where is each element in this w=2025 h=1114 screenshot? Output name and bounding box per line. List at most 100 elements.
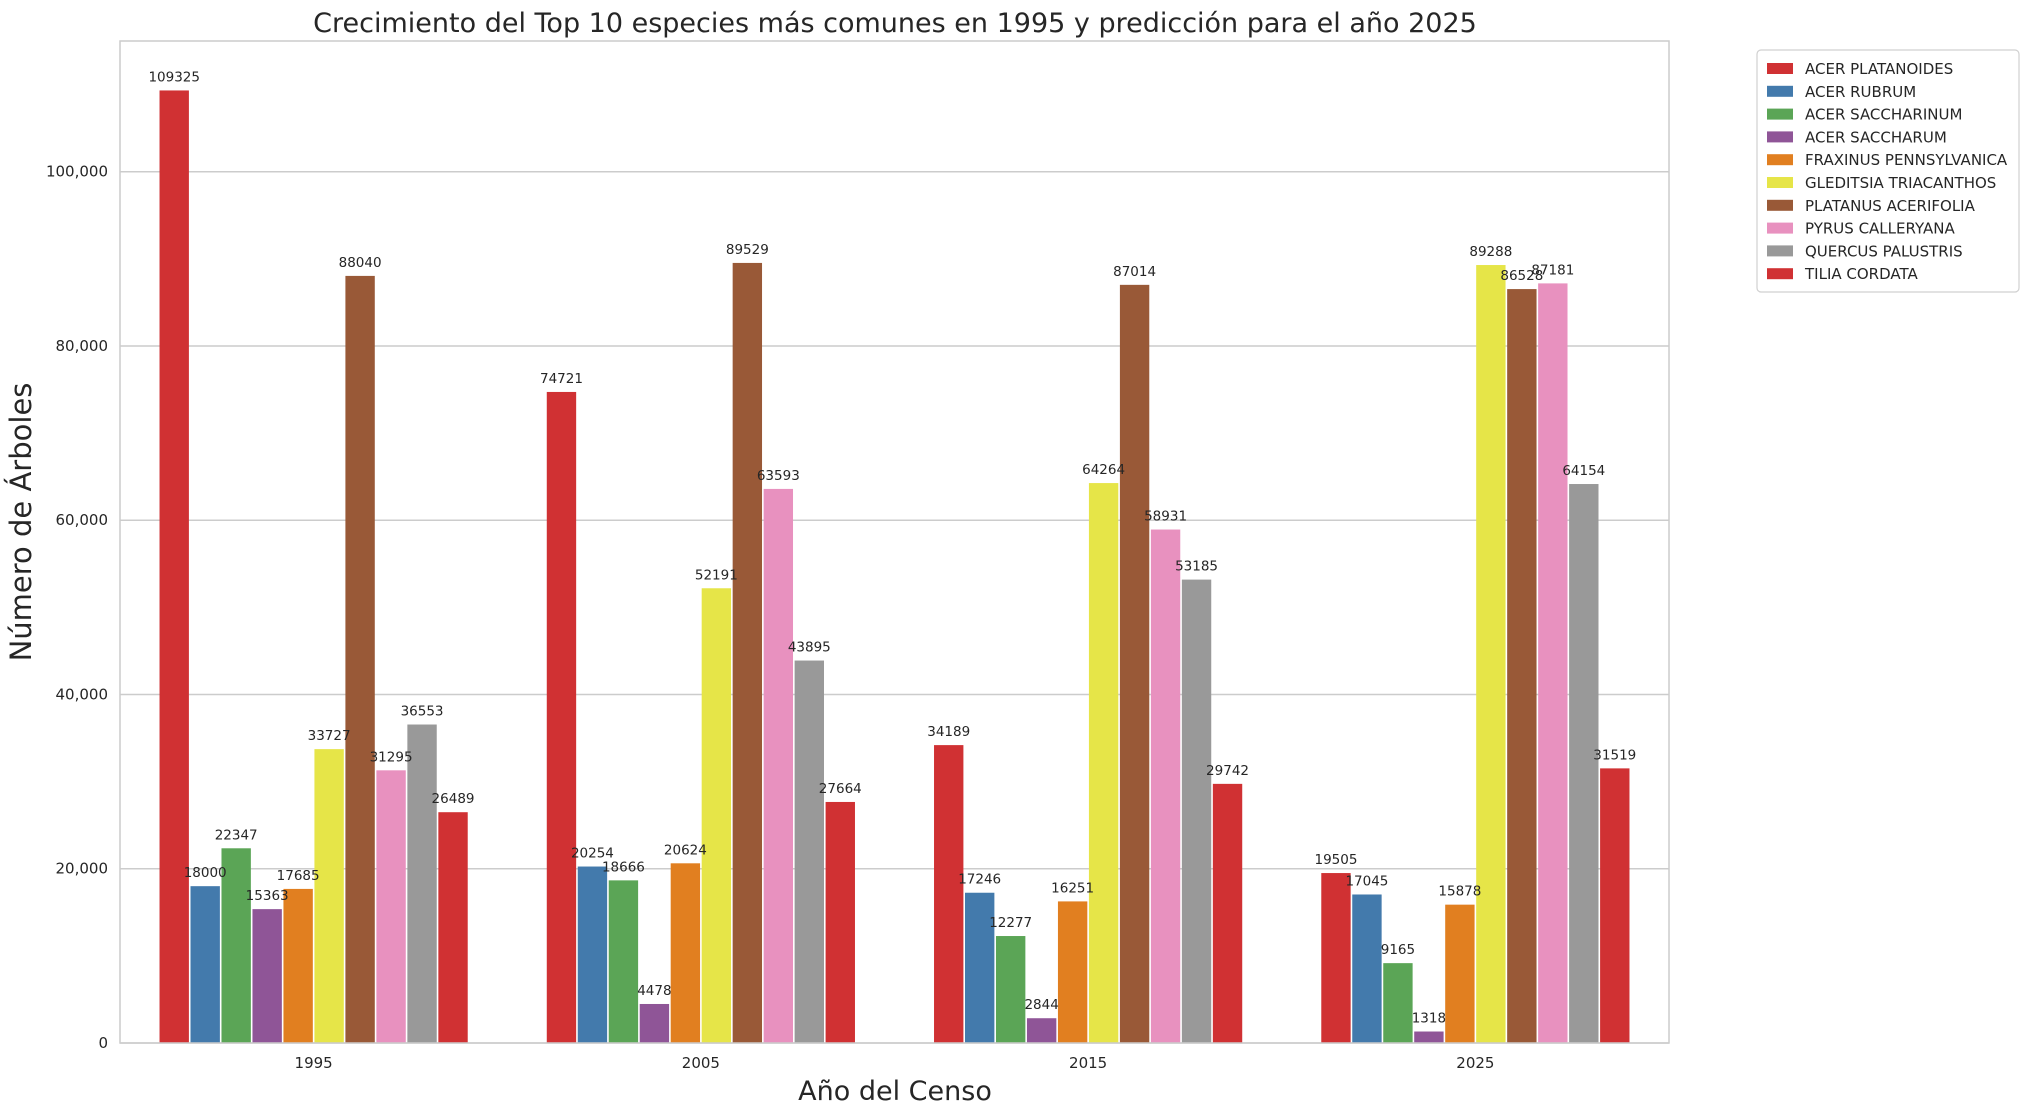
legend-swatch xyxy=(1767,63,1793,74)
data-label: 88040 xyxy=(339,255,382,271)
data-label: 34189 xyxy=(927,724,970,740)
data-label: 52191 xyxy=(695,567,738,583)
data-label: 86528 xyxy=(1500,268,1543,284)
data-label: 1318 xyxy=(1412,1011,1446,1027)
bar xyxy=(995,936,1026,1043)
y-tick-label: 60,000 xyxy=(56,511,109,529)
bar xyxy=(159,90,189,1043)
data-label: 89529 xyxy=(726,242,769,258)
bar xyxy=(1476,265,1506,1043)
legend-swatch xyxy=(1767,154,1793,166)
y-tick-label: 0 xyxy=(98,1034,108,1052)
bar xyxy=(190,886,220,1043)
bar xyxy=(252,909,282,1043)
bar xyxy=(345,275,375,1043)
data-label: 9165 xyxy=(1381,942,1415,958)
bar xyxy=(1150,529,1181,1043)
data-label: 89288 xyxy=(1469,244,1512,260)
bar xyxy=(608,880,639,1043)
data-label: 87181 xyxy=(1531,262,1574,278)
y-tick-label: 20,000 xyxy=(56,860,109,878)
data-label: 15363 xyxy=(246,888,289,904)
data-label: 2844 xyxy=(1024,997,1058,1013)
data-label: 26489 xyxy=(432,791,475,807)
data-label: 17045 xyxy=(1345,873,1388,889)
data-label: 18666 xyxy=(602,859,645,875)
data-label: 19505 xyxy=(1314,852,1357,868)
data-label: 27664 xyxy=(819,781,862,797)
legend-swatch xyxy=(1767,131,1793,143)
bar xyxy=(577,866,608,1043)
bar xyxy=(1352,894,1382,1043)
y-tick-label: 40,000 xyxy=(56,685,109,703)
legend-label: PLATANUS ACERIFOLIA xyxy=(1805,197,1976,215)
data-label: 31295 xyxy=(370,749,413,765)
bar xyxy=(670,863,701,1043)
y-axis-label: Número de Árboles xyxy=(4,383,38,662)
data-label: 109325 xyxy=(148,69,200,85)
bar xyxy=(1445,904,1475,1043)
y-tick-label: 80,000 xyxy=(56,337,109,355)
x-tick-label: 2005 xyxy=(682,1054,720,1072)
bar xyxy=(1569,484,1599,1043)
legend-label: ACER SACCHARINUM xyxy=(1805,106,1962,124)
legend-label: PYRUS CALLERYANA xyxy=(1805,220,1955,238)
bar xyxy=(407,724,437,1043)
data-label: 36553 xyxy=(401,704,444,720)
x-tick-label: 1995 xyxy=(295,1054,333,1072)
bar xyxy=(934,745,964,1043)
data-label: 33727 xyxy=(308,728,351,744)
x-tick-label: 2025 xyxy=(1456,1054,1494,1072)
bar xyxy=(1383,963,1413,1043)
legend-swatch xyxy=(1767,177,1793,188)
data-label: 43895 xyxy=(788,640,831,656)
bar xyxy=(376,770,406,1043)
legend-frame xyxy=(1756,49,2020,293)
legend-swatch xyxy=(1767,245,1793,257)
plot-frame xyxy=(119,40,1670,1044)
data-label: 20624 xyxy=(664,842,707,858)
bar xyxy=(1088,483,1119,1044)
legend-swatch xyxy=(1767,222,1793,234)
x-axis: 1995 2005 2015 2025 xyxy=(295,1054,1495,1072)
data-label: 4478 xyxy=(637,983,671,999)
bar xyxy=(965,892,995,1043)
legend-label: ACER PLATANOIDES xyxy=(1805,60,1953,78)
bar xyxy=(825,801,855,1043)
data-label: 15878 xyxy=(1438,884,1481,900)
chart-title: Crecimiento del Top 10 especies más comu… xyxy=(313,8,1477,39)
data-label: 63593 xyxy=(757,468,800,484)
legend-label: ACER SACCHARUM xyxy=(1805,128,1947,146)
bar xyxy=(732,262,763,1043)
bar xyxy=(314,749,344,1043)
x-axis-label: Año del Censo xyxy=(798,1076,992,1107)
bars xyxy=(159,90,1630,1044)
legend: ACER PLATANOIDES ACER RUBRUM ACER SACCHARI… xyxy=(1756,49,2020,293)
data-label: 31519 xyxy=(1593,747,1636,763)
legend-swatch xyxy=(1767,199,1793,211)
bar xyxy=(701,588,732,1043)
bar xyxy=(1212,783,1243,1043)
data-label: 20254 xyxy=(571,846,614,862)
data-label: 29742 xyxy=(1206,763,1249,779)
bar xyxy=(1181,579,1212,1043)
data-label: 17685 xyxy=(277,868,320,884)
bar xyxy=(639,1003,670,1043)
bar xyxy=(1507,289,1537,1043)
data-label: 64154 xyxy=(1562,463,1605,479)
data-label: 18000 xyxy=(184,865,227,881)
y-tick-label: 100,000 xyxy=(46,163,108,181)
y-axis: 0 20,000 40,000 60,000 80,000 100,000 xyxy=(46,163,108,1052)
bar xyxy=(1057,901,1088,1043)
data-label: 22347 xyxy=(215,827,258,843)
bar xyxy=(283,888,313,1043)
legend-label: ACER RUBRUM xyxy=(1805,83,1916,101)
bar xyxy=(438,812,468,1043)
data-label: 17246 xyxy=(958,872,1001,888)
bar xyxy=(763,488,794,1043)
legend-label: GLEDITSIA TRIACANTHOS xyxy=(1805,174,1996,192)
bar xyxy=(546,391,577,1044)
data-label: 53185 xyxy=(1175,559,1218,575)
data-label: 74721 xyxy=(540,371,583,387)
